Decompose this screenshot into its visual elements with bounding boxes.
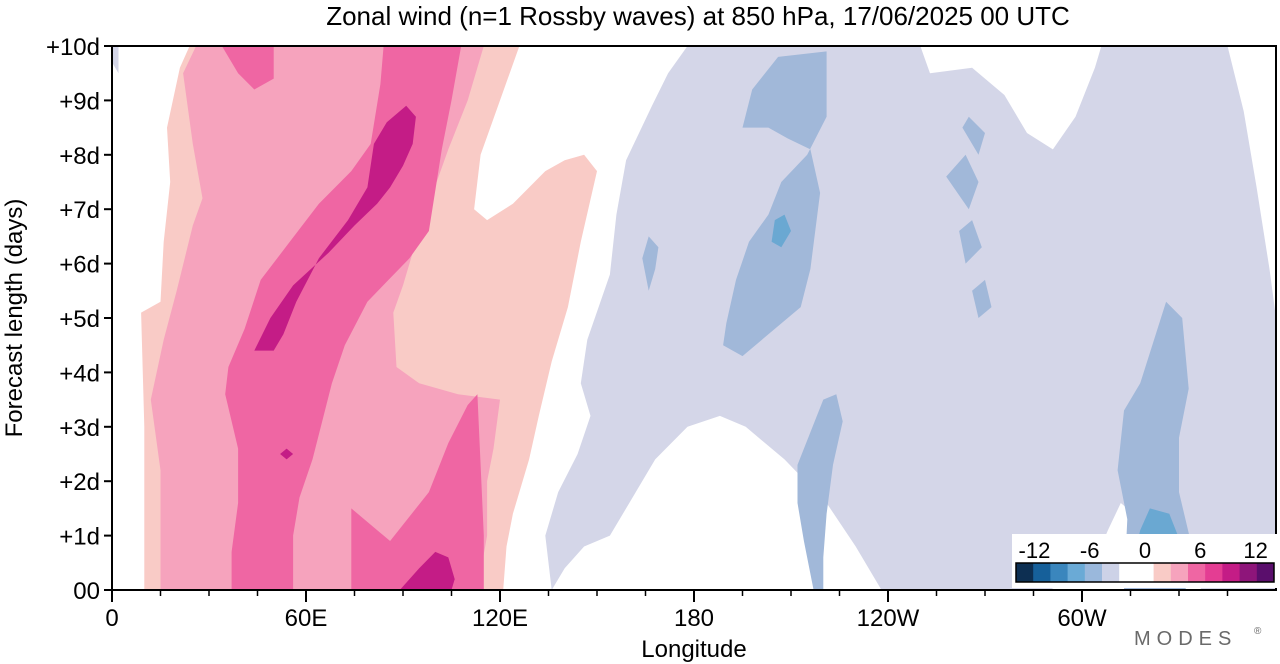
- y-axis: 00 +1d +2d +3d +4d +5d +6d +7d +8d +9d +10d: [46, 34, 112, 605]
- y-tick-label: +7d: [59, 197, 100, 224]
- contour-region: [771, 214, 791, 248]
- y-tick-label: +6d: [59, 252, 100, 279]
- y-tick-label: +1d: [59, 524, 100, 551]
- contour-region: [399, 551, 455, 590]
- colorbar-swatch: [1102, 563, 1120, 582]
- colorbar-swatch: [1136, 563, 1154, 582]
- y-tick-label: +3d: [59, 415, 100, 442]
- colorbar-swatch: [1119, 563, 1137, 582]
- colorbar-frame: [1015, 562, 1275, 583]
- contour-region: [221, 46, 274, 90]
- y-axis-label: Forecast length (days): [1, 199, 28, 438]
- y-tick-label: +8d: [59, 143, 100, 170]
- contour-region: [972, 279, 992, 318]
- x-tick-label: 60E: [285, 605, 328, 632]
- y-tick-label: +2d: [59, 469, 100, 496]
- x-axis: 0 60E 120E 180 120W 60W: [105, 590, 1229, 632]
- colorbar-label: -12: [1019, 538, 1051, 563]
- contour-region: [545, 46, 1276, 590]
- contour-region: [959, 220, 982, 264]
- colorbar-label: 6: [1194, 538, 1206, 563]
- colorbar-label: 12: [1243, 538, 1267, 563]
- x-tick-label: 0: [105, 605, 118, 632]
- y-tick-label: +9d: [59, 88, 100, 115]
- brand-watermark: MODES ®: [1134, 626, 1262, 650]
- colorbar-label: 0: [1139, 538, 1151, 563]
- colorbar-label: -6: [1080, 538, 1100, 563]
- y-tick-label: +10d: [46, 34, 100, 61]
- colorbar-swatch: [1239, 563, 1258, 582]
- contour-region: [642, 236, 659, 291]
- colorbar-swatch: [1205, 563, 1223, 582]
- colorbar-legend: -12 -6 0 6 12: [1012, 534, 1278, 588]
- contour-region: [254, 105, 416, 351]
- contour-region: [1117, 301, 1192, 590]
- chart-title: Zonal wind (n=1 Rossby waves) at 850 hPa…: [326, 1, 1070, 31]
- registered-mark: ®: [1254, 626, 1262, 637]
- x-tick-label: 120E: [472, 605, 528, 632]
- contour-regions: [112, 46, 1276, 590]
- contour-region: [280, 448, 294, 460]
- contour-region: [112, 46, 119, 74]
- colorbar-swatch: [1188, 563, 1206, 582]
- colorbar-swatch: [1016, 563, 1034, 582]
- colorbar-swatch: [1170, 563, 1189, 582]
- contour-region: [797, 394, 843, 590]
- colorbar-swatch: [1153, 563, 1172, 582]
- brand-logo: MODES: [1134, 628, 1237, 650]
- colorbar-swatch: [1222, 563, 1240, 582]
- colorbar-swatch: [1033, 563, 1051, 582]
- x-tick-label: 180: [674, 605, 714, 632]
- colorbar-swatch: [1050, 563, 1068, 582]
- x-tick-label: 120W: [857, 605, 920, 632]
- colorbar-swatch: [1084, 563, 1103, 582]
- x-axis-label: Longitude: [641, 636, 746, 663]
- contour-region: [946, 154, 979, 210]
- contour-region: [351, 394, 484, 590]
- colorbar-swatch: [1256, 563, 1275, 582]
- contour-region: [723, 51, 827, 357]
- y-tick-label: +5d: [59, 306, 100, 333]
- colorbar-swatch: [1067, 563, 1086, 582]
- y-tick-label: +4d: [59, 360, 100, 387]
- contour-region: [962, 116, 985, 155]
- x-tick-label: 60W: [1057, 605, 1107, 632]
- y-tick-label: 00: [73, 578, 100, 605]
